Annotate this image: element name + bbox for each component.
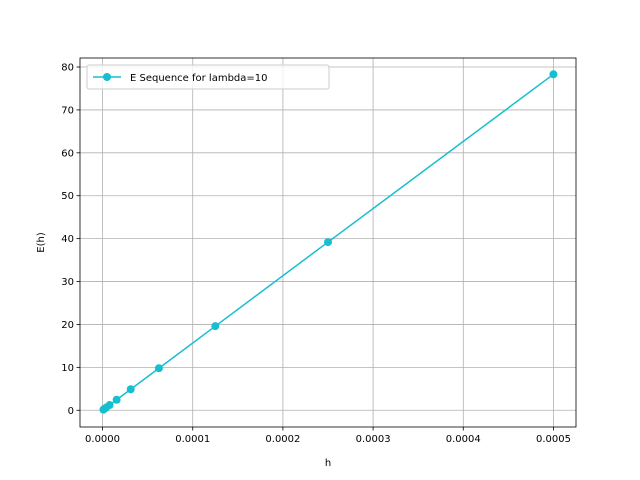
y-tick-label: 60 [61,148,74,159]
x-tick-label: 0.0002 [265,434,300,445]
y-tick-label: 70 [61,105,74,116]
y-tick-label: 80 [61,63,74,74]
data-point-marker [549,70,558,79]
x-tick-label: 0.0003 [356,434,391,445]
x-axis-ticks: 0.0000 0.0001 0.0002 0.0003 0.0004 0.0005 [85,427,571,445]
legend-box [86,64,330,90]
y-tick-label: 50 [61,191,74,202]
series-layer [99,70,558,414]
x-axis-label: h [325,458,331,469]
y-tick-label: 40 [61,234,74,245]
data-point-marker [324,238,332,247]
y-tick-label: 0 [68,406,74,417]
legend: E Sequence for lambda=10 [86,64,330,90]
y-axis-label: E(h) [36,232,47,253]
legend-marker-swatch [103,73,111,81]
data-point-marker [154,364,163,373]
y-tick-label: 10 [61,363,74,374]
legend-entry-label: E Sequence for lambda=10 [130,73,268,84]
x-tick-label: 0.0004 [446,434,481,445]
data-point-marker [126,385,135,394]
data-point-marker [112,395,121,404]
y-tick-label: 20 [61,320,74,331]
x-tick-label: 0.0005 [536,434,571,445]
x-tick-label: 0.0001 [175,434,210,445]
y-axis-ticks: 0 10 20 30 40 50 60 70 80 [61,63,80,417]
y-tick-label: 30 [61,277,74,288]
data-point-marker [211,322,220,331]
data-point-marker [99,405,108,414]
plot-frame [79,57,577,428]
x-tick-label: 0.0000 [85,434,120,445]
